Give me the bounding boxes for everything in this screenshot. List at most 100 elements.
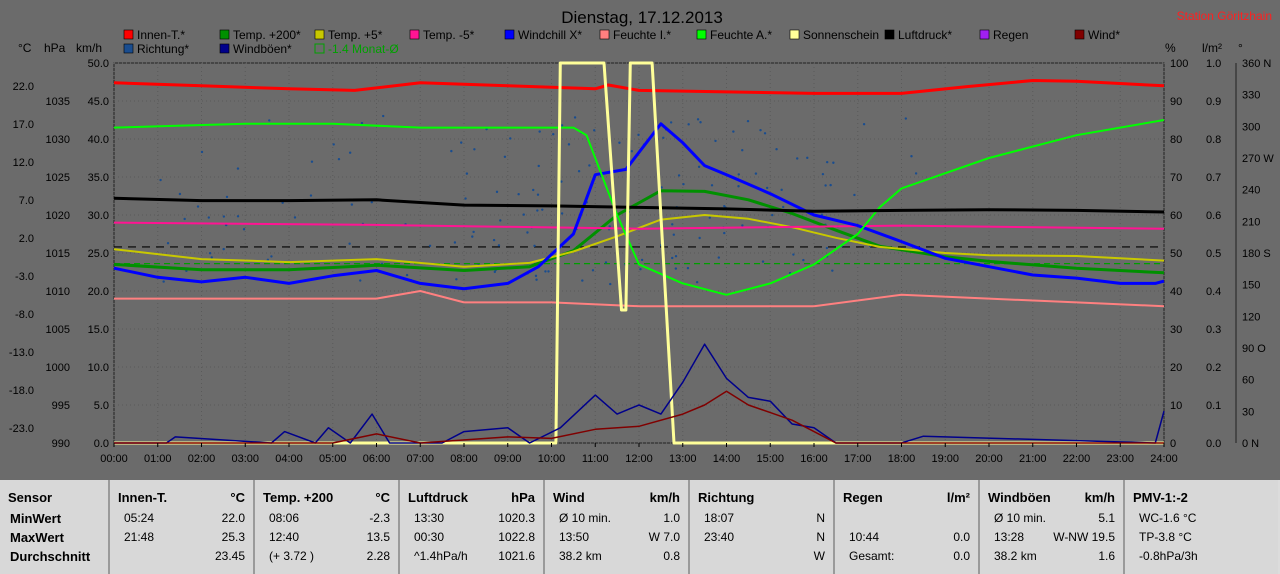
humidity_pct-tick-label: 80 (1170, 134, 1182, 146)
x-tick-label: 09:00 (494, 453, 522, 465)
legend-swatch (599, 29, 610, 40)
stats-cell-value: 0.0 (953, 549, 970, 563)
legend-item: Richtung* (123, 42, 189, 56)
stats-row (843, 511, 970, 529)
station-name: Station Göritzhain (1177, 9, 1272, 23)
direction-point (698, 236, 701, 240)
stats-row: 13:50 W 7.0 (553, 530, 680, 548)
direction-point (824, 184, 827, 187)
stats-column-header: PMV-1:-2 (1133, 490, 1270, 505)
direction-point (537, 164, 540, 168)
direction-tick-label: 30 (1242, 406, 1254, 418)
direction-point (509, 137, 512, 140)
direction-point (493, 270, 497, 274)
direction-tick-label: 270 W (1242, 153, 1274, 165)
legend-item: Regen (979, 28, 1028, 42)
unit-deg: ° (1238, 41, 1243, 55)
direction-point (825, 160, 829, 164)
stats-row: 05:24 22.0 (118, 511, 245, 529)
direction-point (460, 141, 463, 144)
x-tick-label: 21:00 (1019, 453, 1047, 465)
direction-point (503, 155, 507, 158)
series-innen-t (113, 79, 1165, 95)
stats-column-header: Windböen km/h (988, 490, 1115, 505)
humidity_pct-tick-label: 90 (1170, 96, 1182, 108)
humidity_pct-tick-label: 60 (1170, 210, 1182, 222)
direction-tick-label: 300 (1242, 121, 1260, 133)
direction-point (236, 167, 240, 170)
grid (113, 62, 1165, 444)
direction-point (741, 149, 744, 152)
direction-point (910, 155, 913, 158)
humidity_pct-tick-label: 0 (1170, 438, 1176, 450)
stats-row: TP-3.8 °C (1133, 530, 1270, 548)
direction-point (370, 200, 373, 204)
direction-point (662, 136, 665, 140)
legend-swatch (123, 29, 134, 40)
stats-cell-value: 1.6 (1098, 549, 1115, 563)
stats-column-header: Richtung (698, 490, 825, 505)
unit-kmh: km/h (76, 41, 102, 55)
direction-point (708, 216, 711, 219)
direction-point (904, 117, 908, 120)
stats-cell-value: N (816, 530, 825, 544)
stats-cell-label: 13:30 (414, 511, 445, 525)
legend-label: Wind* (1088, 28, 1120, 42)
stats-cell-label: Ø 10 min. (994, 511, 1047, 525)
stats-header-unit: °C (230, 490, 245, 505)
stats-row: Durchschnitt (8, 549, 100, 567)
stats-header-label: Temp. +200 (263, 490, 334, 505)
stats-cell-label: WC-1.6 °C (1139, 511, 1197, 525)
series-windchill-x (113, 122, 1165, 291)
direction-point (159, 178, 162, 182)
unit-hpa: hPa (44, 41, 66, 55)
stats-row: MinWert (8, 511, 100, 529)
direction-tick-label: 120 (1242, 311, 1260, 323)
direction-point (573, 116, 577, 119)
humidity_pct-tick-label: 100 (1170, 58, 1188, 70)
legend-label: Windböen* (233, 42, 292, 56)
stats-row: 38.2 km 0.8 (553, 549, 680, 567)
stats-cell-label: 08:06 (269, 511, 300, 525)
rain_lm2-tick-label: 0.3 (1206, 324, 1221, 336)
direction-point (802, 258, 805, 262)
axes-layer: 00:00 01:00 02:00 03:00 04:00 05:00 06:00 07:00… (9, 58, 1274, 465)
direction-tick-label: 60 (1242, 375, 1254, 387)
stats-cell-label: Ø 10 min. (559, 511, 612, 525)
stats-table: Sensor MinWert MaxWert Durchschnitt Innen-T.… (0, 480, 1280, 574)
direction-tick-label: 210 (1242, 216, 1260, 228)
stats-column: Regen l/m² 10:44 0.0 Gesamt: 0.0 (833, 480, 978, 574)
direction-point (348, 242, 351, 245)
stats-cell-label: 21:48 (124, 530, 155, 544)
direction-point (495, 190, 499, 194)
stats-cell-value: W (813, 549, 825, 563)
series-wind (114, 390, 1164, 444)
stats-cell-value: -2.3 (369, 511, 390, 525)
x-tick-label: 19:00 (931, 453, 959, 465)
legend-swatch (1074, 29, 1085, 40)
series-sonnenschein (114, 61, 1164, 445)
stats-row: 12:40 13.5 (263, 530, 390, 548)
direction-point (771, 213, 774, 217)
stats-cell-label: 23:40 (704, 530, 735, 544)
direction-point (350, 203, 354, 206)
stats-column: Innen-T. °C 05:24 22.0 21:48 25.3 23.45 (108, 480, 253, 574)
stats-row: Ø 10 min. 5.1 (988, 511, 1115, 529)
chart-title: Dienstag, 17.12.2013 (561, 8, 723, 27)
stats-header-label: Wind (553, 490, 585, 505)
direction-point (183, 217, 186, 221)
wind_kmh-tick-label: 50.0 (88, 58, 109, 70)
stats-cell-label: -0.8hPa/3h (1139, 549, 1198, 563)
direction-point (309, 194, 313, 197)
direction-point (310, 160, 314, 163)
temp_c-tick-label: -23.0 (9, 423, 34, 435)
stats-row: 13:28 W-NW 19.5 (988, 530, 1115, 548)
direction-point (765, 186, 769, 190)
stats-cell-value: 25.3 (221, 530, 245, 544)
stats-column-header: Sensor (8, 490, 100, 505)
humidity_pct-tick-label: 50 (1170, 248, 1182, 260)
rain_lm2-tick-label: 0.1 (1206, 400, 1221, 412)
x-tick-label: 20:00 (975, 453, 1003, 465)
direction-point (348, 151, 352, 154)
stats-cell-label: Gesamt: (849, 549, 895, 563)
